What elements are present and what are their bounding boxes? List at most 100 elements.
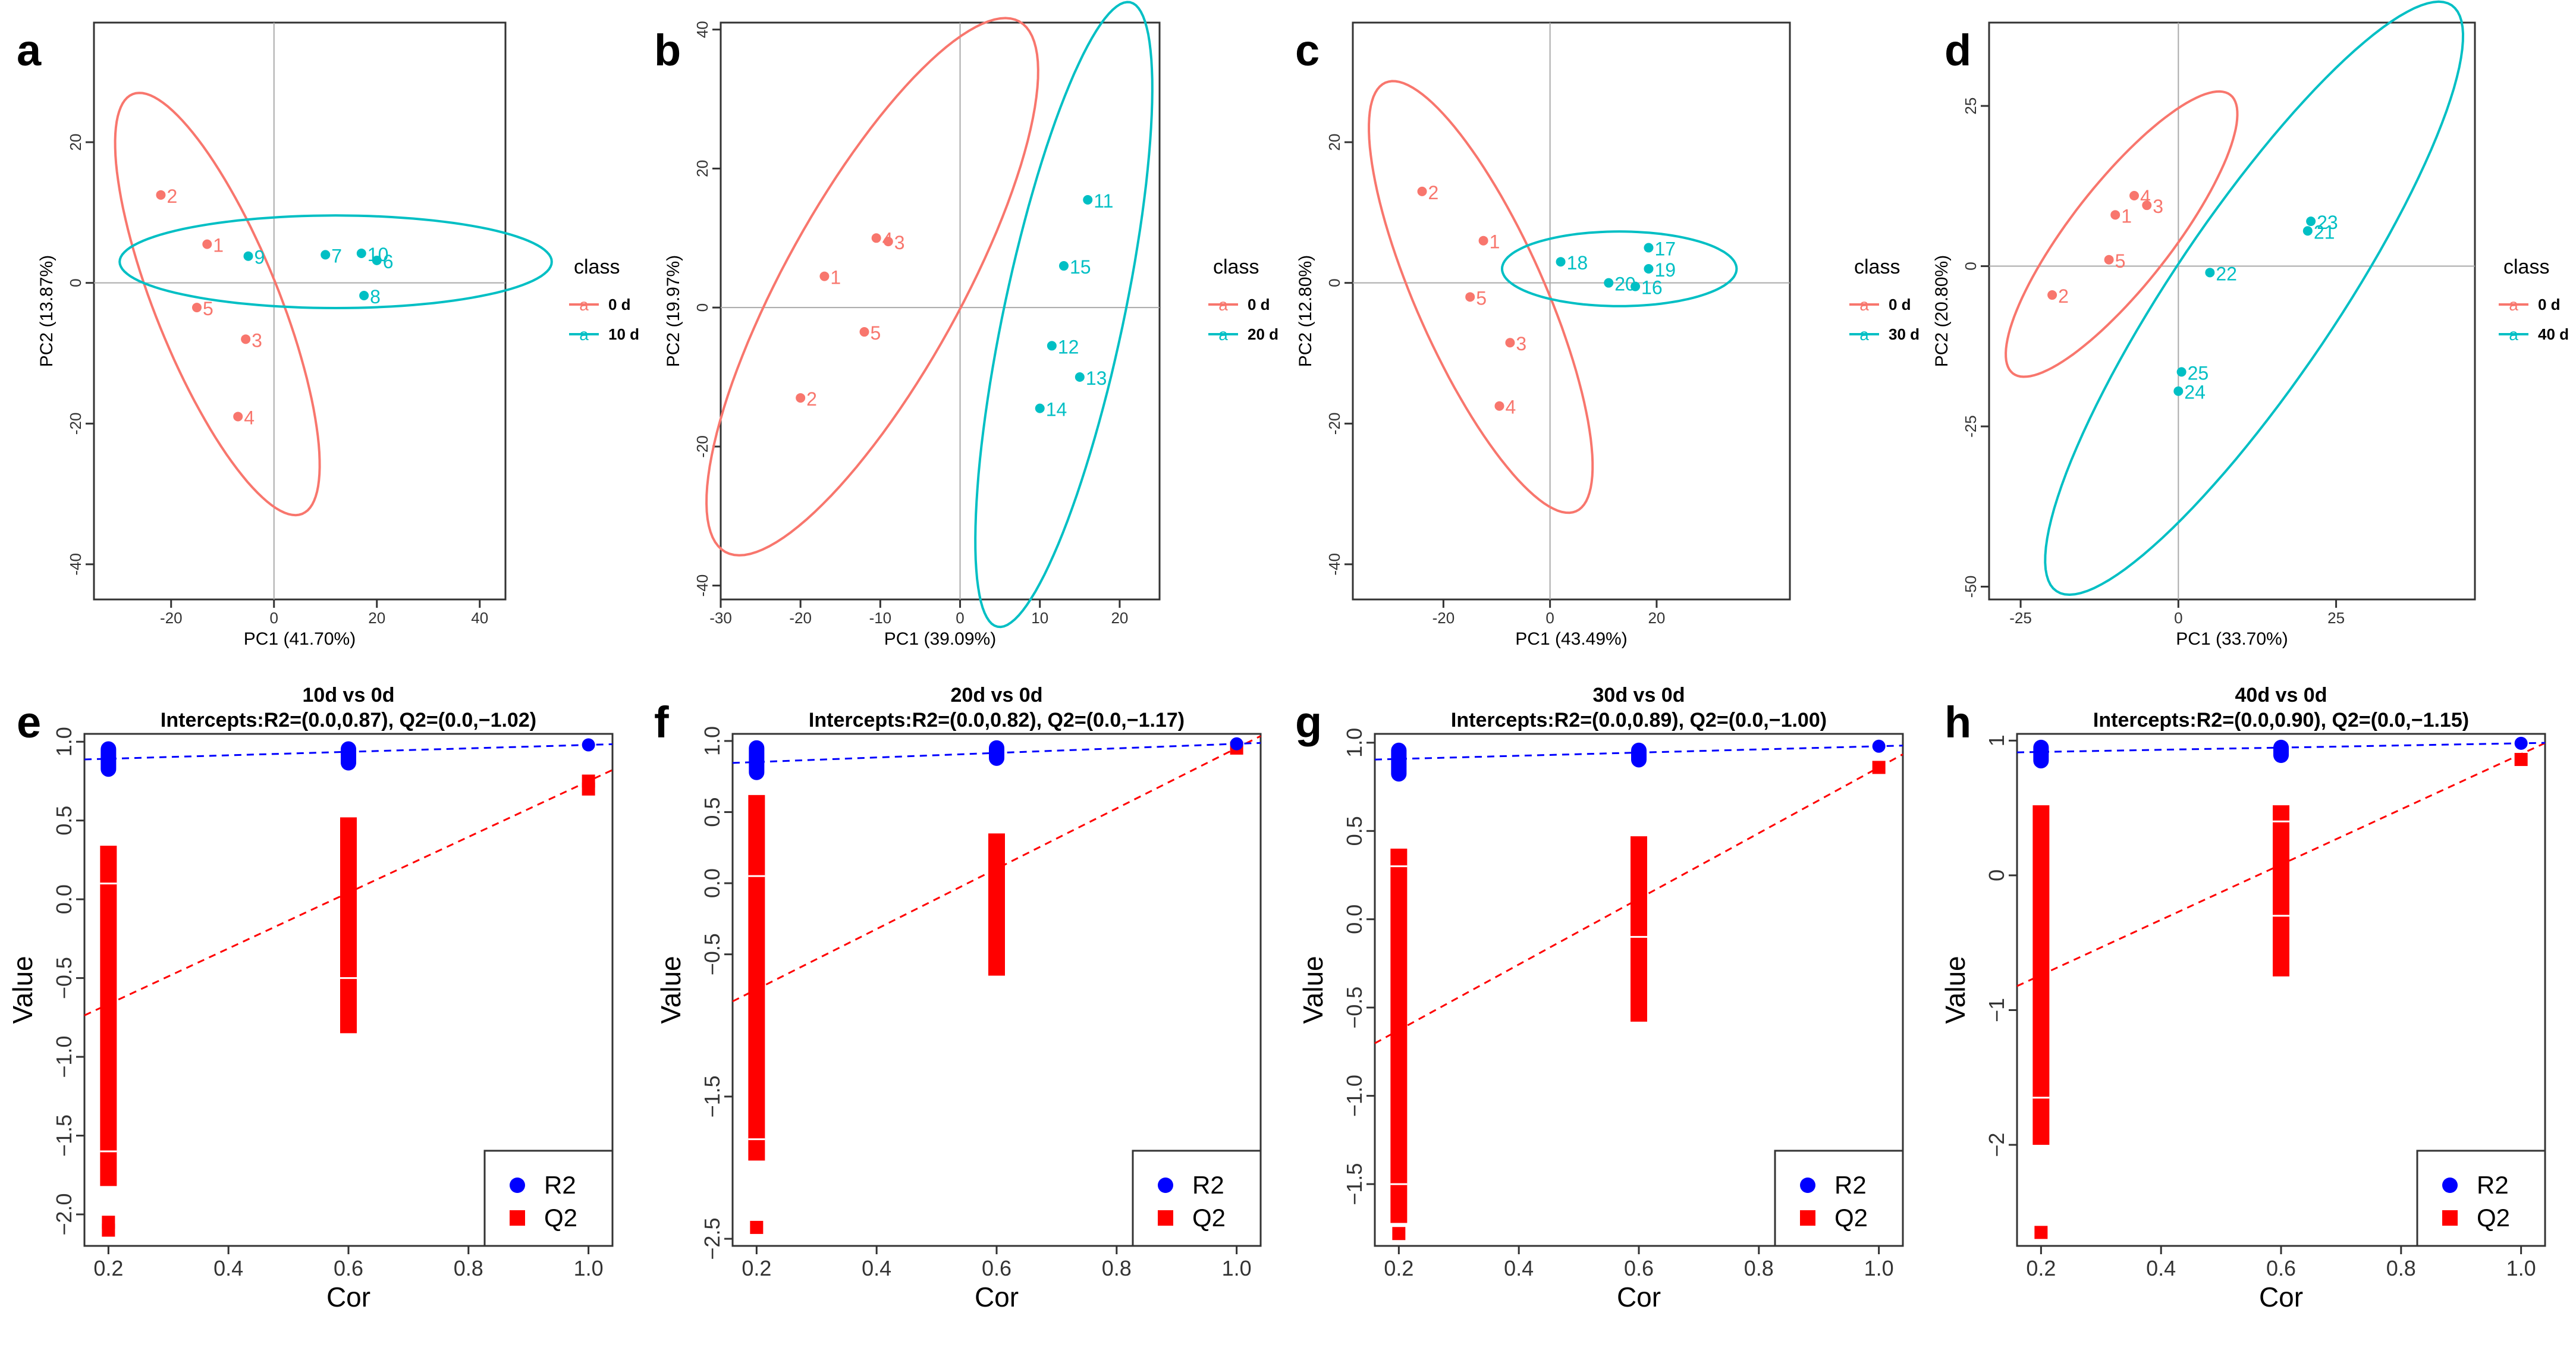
point-label: 5 [1476,287,1487,309]
x-tick-label: 0.6 [334,1256,363,1280]
legend-q2-marker [1158,1210,1173,1226]
y-tick-label: 0 [1984,869,2009,881]
plot-frame [93,21,507,601]
y-tick-label: 0.5 [52,806,76,836]
legend-box [483,1150,614,1247]
y-axis-label: Value [1298,956,1328,1023]
data-point [156,190,166,200]
panel-letter-a: a [17,26,42,75]
q2-point-cluster [1631,836,1647,1022]
data-point [241,334,251,344]
y-tick-label: 0 [693,303,711,312]
data-point [2176,367,2187,377]
x-axis-label: PC1 (39.09%) [884,629,996,649]
data-point [233,412,243,422]
point-label: 2 [806,388,817,410]
x-tick-label: 1.0 [1864,1256,1894,1280]
data-point [1465,292,1475,302]
q2-point-cluster [748,795,765,1161]
data-point [1417,186,1427,196]
data-point [192,303,202,313]
legend-label: Q2 [1192,1204,1226,1232]
legend-label: R2 [1192,1171,1224,1199]
data-point [1035,403,1045,413]
point-label: 1 [213,235,224,256]
plot-frame [720,21,1161,601]
x-tick-label: 20 [1648,609,1665,627]
y-tick-label: 1.0 [700,726,724,756]
y-tick-label: -40 [1325,553,1343,576]
legend-box [2416,1150,2546,1247]
point-label: 3 [1516,333,1526,354]
point-label: 11 [1094,190,1113,212]
y-tick-label: −2 [1984,1133,2009,1157]
point-label: 12 [1058,336,1079,357]
y-tick-label: 1 [1984,734,2009,746]
chart-panel-b: b -30 -20 -10 0 10 20 -40 -20 0 20 40 PC1 (39.09%) PC… [654,1,1278,649]
q2-point [2514,753,2528,767]
legend-key-glyph: a [2509,296,2518,314]
legend-label: 10 d [608,325,639,343]
legend-label: 40 d [2538,325,2569,343]
x-tick-label: 1.0 [574,1256,604,1280]
x-tick-label: 0.4 [1504,1256,1534,1280]
y-tick-label: 0 [1962,262,1980,270]
x-axis-label: PC1 (43.49%) [1515,629,1627,649]
x-tick-label: 0.8 [2386,1256,2416,1280]
x-tick-label: 0.2 [93,1256,123,1280]
point-label: 7 [331,245,342,266]
point-label: 1 [830,267,841,288]
chart-subtitle: Intercepts:R2=(0.0,0.82), Q2=(0.0,−1.17) [809,709,1185,731]
y-axis-label: Value [655,956,686,1023]
point-label: 6 [383,251,394,272]
point-label: 14 [1046,399,1067,420]
r2-point [1230,737,1243,751]
chart-panel-a: a -20 0 20 40 -40 -20 0 20 PC1 (41.70%) PC2 (13.87… [17,21,639,649]
q2-point [2034,1226,2048,1239]
y-tick-label: −1.0 [1342,1075,1366,1117]
legend-label: 0 d [1248,296,1270,313]
x-tick-label: 0.2 [1384,1256,1413,1280]
y-tick-label: −1.0 [52,1036,76,1078]
x-axis-label: Cor [1617,1282,1661,1313]
legend-label: R2 [1834,1171,1867,1199]
q2-point [582,782,595,796]
x-tick-label: -25 [2009,609,2032,627]
data-point [883,237,893,247]
r2-point-cluster [2273,739,2289,764]
panel-letter-g: g [1295,698,1322,747]
x-tick-label: 0 [270,609,278,627]
x-tick-label: -20 [1432,609,1455,627]
y-tick-label: −1.5 [52,1114,76,1157]
point-label: 18 [1567,252,1588,274]
q2-regression-line [732,735,1261,1003]
data-point [1083,195,1093,205]
r2-point [1872,739,1886,753]
y-tick-label: -50 [1962,576,1980,598]
y-tick-label: -20 [67,412,84,435]
y-tick-label: −0.5 [1342,987,1366,1029]
point-label: 4 [244,407,255,428]
y-tick-label: 20 [693,160,711,177]
data-point [202,239,212,249]
panel-letter-d: d [1944,26,1971,75]
legend-label: R2 [2477,1171,2509,1199]
q2-point-cluster [988,833,1005,976]
q2-point [102,1223,115,1237]
data-point [1505,338,1515,348]
panel-letter-f: f [654,698,669,747]
r2-point-cluster [1391,742,1407,782]
y-tick-label: 20 [1325,134,1343,151]
q2-point-cluster [100,846,117,1186]
q2-point-cluster [2273,805,2289,977]
data-point [2306,216,2316,227]
data-point [796,393,806,403]
point-label: 5 [203,298,213,319]
chart-subtitle: Intercepts:R2=(0.0,0.89), Q2=(0.0,−1.00) [1451,709,1827,731]
y-axis-label: Value [1940,956,1971,1023]
legend-label: Q2 [1834,1204,1868,1232]
x-tick-label: -30 [709,609,732,627]
confidence-ellipse-10d [118,214,553,310]
y-tick-label: −0.5 [52,957,76,999]
